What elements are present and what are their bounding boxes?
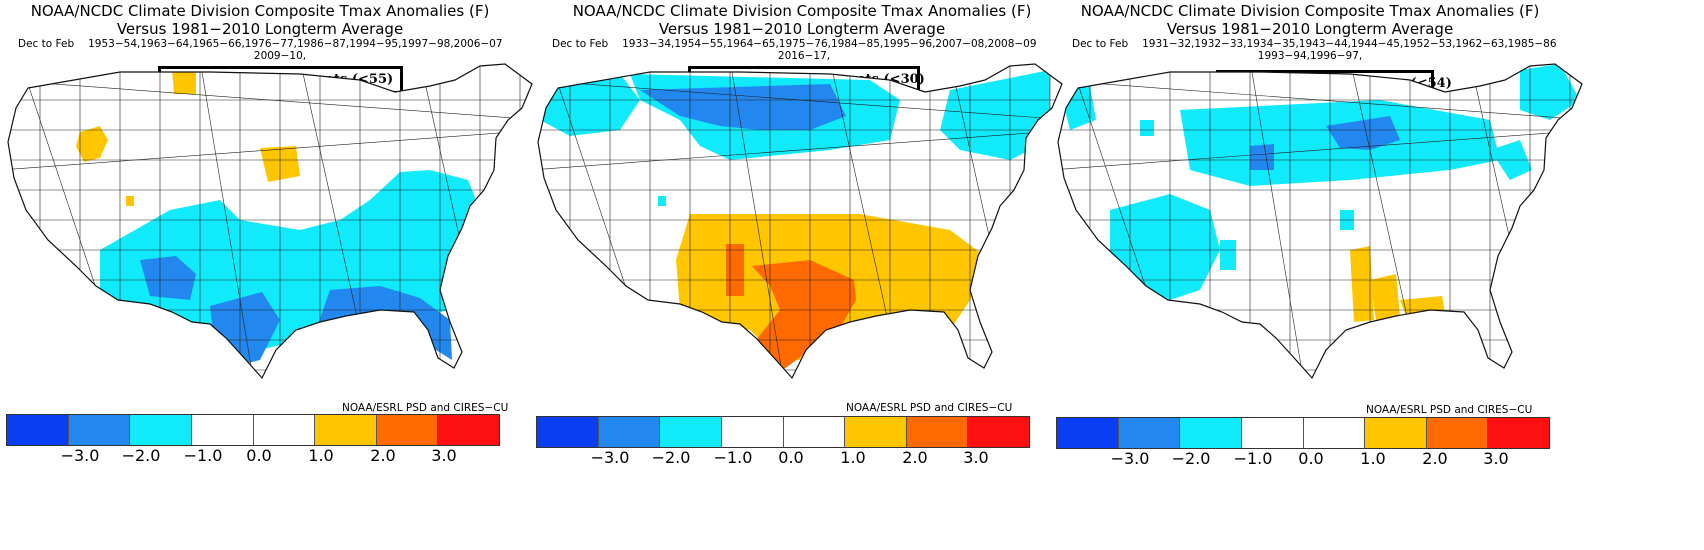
colorbar-cell: [7, 415, 69, 445]
tick-label: 1.0: [1360, 449, 1386, 468]
colorbar-cell: [1426, 418, 1489, 448]
data-credit: NOAA/ESRL PSD and CIRES−CU: [342, 402, 509, 414]
colorbar-cell: [1365, 418, 1427, 448]
tick-label: −3.0: [1110, 449, 1150, 468]
colorbar-cell: [1180, 418, 1242, 448]
years-list: 1933−34,1954−55,1964−65,1975−76,1984−85,…: [622, 38, 1037, 50]
panel-title: NOAA/NCDC Climate Division Composite Tma…: [30, 2, 490, 20]
tick-label: 3.0: [963, 448, 989, 467]
panel-la-nina: NOAA/NCDC Climate Division Composite Tma…: [530, 0, 1070, 550]
panel-el-nino: NOAA/NCDC Climate Division Composite Tma…: [0, 0, 540, 550]
colorbar-cell: [253, 415, 316, 445]
panel-title: NOAA/NCDC Climate Division Composite Tma…: [572, 2, 1032, 20]
years-list: 1953−54,1963−64,1965−66,1976−77,1986−87,…: [88, 38, 503, 50]
tick-label: −2.0: [1171, 449, 1211, 468]
tick-label: −2.0: [651, 448, 691, 467]
colorbar-cell: [598, 417, 661, 447]
season-label: Dec to Feb: [18, 38, 75, 50]
colorbar-cell: [315, 415, 377, 445]
colorbar: [536, 416, 1030, 448]
tick-label: −1.0: [183, 446, 223, 465]
tick-label: 1.0: [308, 446, 334, 465]
anomaly-map: [7, 63, 533, 380]
tick-label: 3.0: [1483, 449, 1509, 468]
colorbar-cell: [783, 417, 846, 447]
colorbar-cell: [845, 417, 907, 447]
colorbar: [1056, 417, 1550, 449]
colorbar-cell: [1057, 418, 1119, 448]
tick-label: 1.0: [840, 448, 866, 467]
data-credit: NOAA/ESRL PSD and CIRES−CU: [1366, 404, 1533, 416]
season-label: Dec to Feb: [552, 38, 609, 50]
colorbar-cell: [130, 415, 192, 445]
colorbar-cell: [1241, 418, 1304, 448]
tick-label: −3.0: [60, 446, 100, 465]
colorbar-cell: [68, 415, 131, 445]
tick-label: 0.0: [778, 448, 804, 467]
tick-label: −2.0: [121, 446, 161, 465]
colorbar-cell: [438, 415, 499, 445]
colorbar-cell: [1303, 418, 1366, 448]
colorbar-cell: [1118, 418, 1181, 448]
tick-label: 2.0: [370, 446, 396, 465]
colorbar-cell: [376, 415, 439, 445]
years-list-cont: 2016−17,: [777, 50, 831, 62]
tick-label: 2.0: [902, 448, 928, 467]
tick-label: 0.0: [1298, 449, 1324, 468]
data-credit: NOAA/ESRL PSD and CIRES−CU: [846, 402, 1013, 414]
tick-label: −1.0: [1233, 449, 1273, 468]
colorbar-cell: [191, 415, 254, 445]
panel-subtitle: Versus 1981−2010 Longterm Average: [1166, 20, 1454, 38]
tick-label: 2.0: [1422, 449, 1448, 468]
colorbar-cell: [537, 417, 599, 447]
panel-neutral: NOAA/NCDC Climate Division Composite Tma…: [1050, 0, 1590, 550]
years-list-cont: 2009−10,: [253, 50, 307, 62]
colorbar-cell: [906, 417, 969, 447]
anomaly-map: [537, 63, 1063, 380]
years-line: Dec to Feb 1933−34,1954−55,1964−65,1975−7…: [552, 38, 1062, 50]
years-list: 1931−32,1932−33,1934−35,1943−44,1944−45,…: [1142, 38, 1557, 50]
colorbar-cell: [660, 417, 722, 447]
anomaly-map: [1057, 63, 1583, 380]
tick-label: 3.0: [431, 446, 457, 465]
years-line: Dec to Feb 1931−32,1932−33,1934−35,1943−4…: [1072, 38, 1582, 50]
years-line: Dec to Feb 1953−54,1963−64,1965−66,1976−7…: [18, 38, 528, 50]
panel-subtitle: Versus 1981−2010 Longterm Average: [116, 20, 404, 38]
colorbar-cell: [1488, 418, 1549, 448]
years-list-cont: 1993−94,1996−97,: [1257, 50, 1363, 62]
tick-label: −1.0: [713, 448, 753, 467]
tick-label: −3.0: [590, 448, 630, 467]
colorbar: [6, 414, 500, 446]
colorbar-cell: [968, 417, 1029, 447]
season-label: Dec to Feb: [1072, 38, 1129, 50]
panel-title: NOAA/NCDC Climate Division Composite Tma…: [1080, 2, 1540, 20]
tick-label: 0.0: [246, 446, 272, 465]
panel-subtitle: Versus 1981−2010 Longterm Average: [658, 20, 946, 38]
colorbar-cell: [721, 417, 784, 447]
